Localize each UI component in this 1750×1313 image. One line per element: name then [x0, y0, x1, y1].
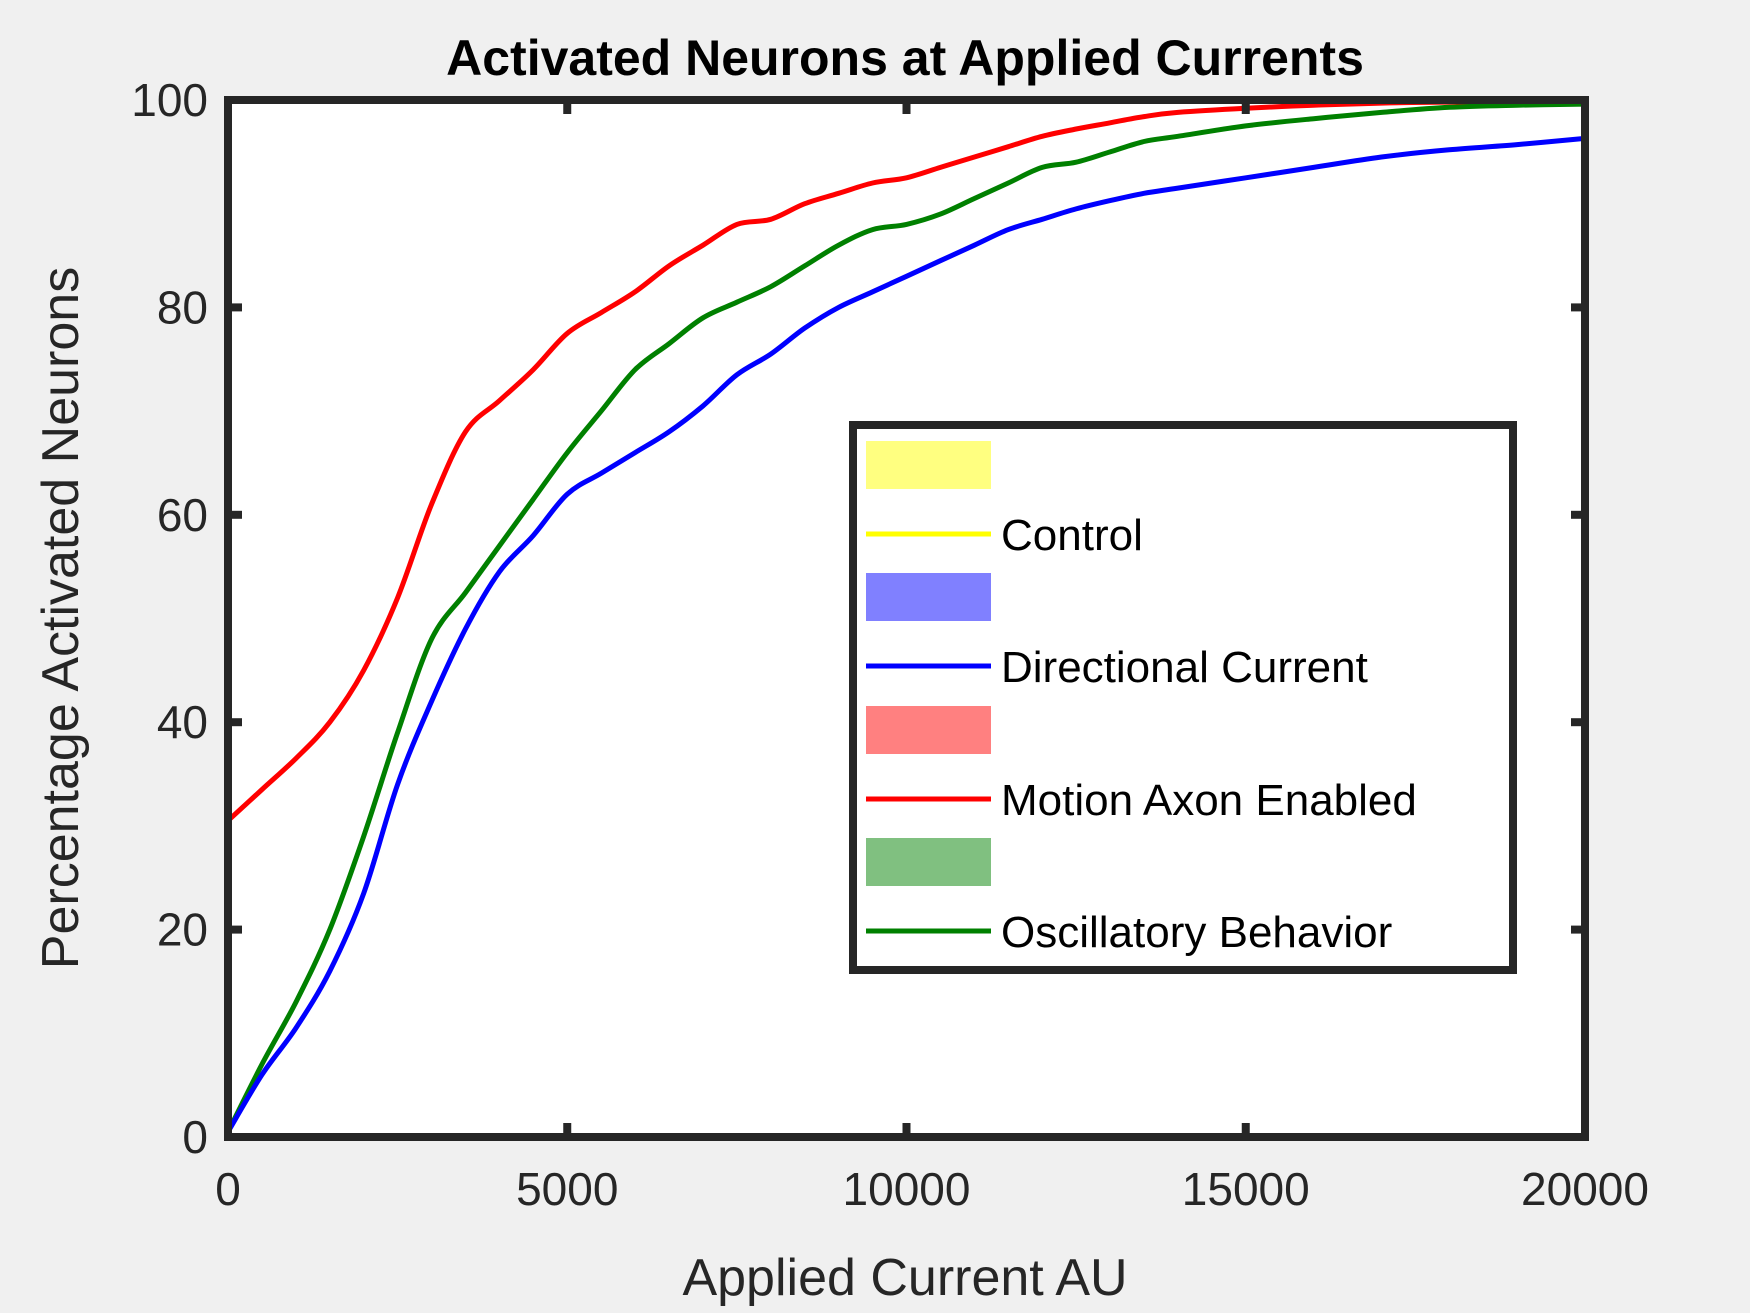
legend-swatch: [866, 706, 991, 754]
x-tick-label: 5000: [516, 1163, 618, 1215]
legend-label: Motion Axon Enabled: [1001, 776, 1417, 825]
legend: Control Directional Current Motion Axon En…: [849, 421, 1517, 974]
series-line-motion-axon-enabled: [225, 99, 1588, 824]
tick-layer: 0 5000 10000 15000 20000 0 20 40 60 80 100: [131, 74, 1649, 1215]
x-tick-label: 0: [215, 1163, 241, 1215]
y-tick-label: 0: [182, 1111, 208, 1163]
legend-label: Control: [1001, 511, 1143, 560]
legend-box: [849, 421, 1517, 974]
x-tick-label: 15000: [1182, 1163, 1310, 1215]
y-tick-label: 60: [157, 489, 208, 541]
chart-title: Activated Neurons at Applied Currents: [446, 30, 1364, 86]
legend-label: Directional Current: [1001, 643, 1368, 692]
y-axis-label: Percentage Activated Neurons: [32, 267, 90, 969]
y-tick-label: 100: [131, 74, 208, 126]
x-axis-label: Applied Current AU: [682, 1249, 1127, 1307]
legend-swatch: [866, 573, 991, 621]
y-tick-label: 80: [157, 281, 208, 333]
x-tick-label: 20000: [1521, 1163, 1649, 1215]
y-tick-label: 20: [157, 904, 208, 956]
series-line-directional-current: [225, 135, 1588, 1135]
legend-entries: Control Directional Current Motion Axon En…: [866, 441, 1417, 957]
legend-swatch: [866, 838, 991, 886]
y-tick-label: 40: [157, 696, 208, 748]
series-line-oscillatory-behavior: [225, 101, 1588, 1135]
series-layer: [225, 99, 1588, 1135]
legend-swatch: [866, 441, 991, 489]
legend-label: Oscillatory Behavior: [1001, 908, 1392, 957]
x-tick-label: 10000: [843, 1163, 971, 1215]
